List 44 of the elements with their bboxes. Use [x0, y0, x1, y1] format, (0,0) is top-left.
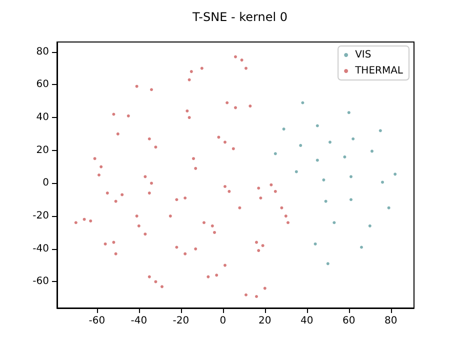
point — [347, 111, 350, 114]
point — [326, 262, 330, 266]
point — [328, 140, 332, 144]
point — [299, 144, 302, 147]
y-tick-label: -60 — [32, 276, 49, 288]
y-tick-label: 60 — [36, 79, 49, 90]
point — [301, 101, 304, 104]
point — [350, 175, 352, 178]
point — [274, 152, 277, 156]
x-tick-label: 40 — [300, 316, 314, 326]
legend-label: VIS — [355, 50, 372, 60]
point — [352, 137, 355, 140]
point — [332, 221, 336, 224]
point — [316, 158, 319, 162]
x-tick-label: 80 — [384, 316, 398, 326]
point — [360, 246, 363, 249]
point — [322, 178, 326, 182]
x-tick-label: -40 — [130, 316, 148, 326]
x-tick-label: -20 — [172, 316, 190, 326]
x-tick-label: 20 — [258, 316, 272, 326]
x-tick-label: 60 — [342, 316, 356, 326]
point — [381, 180, 384, 184]
x-tick-label: 0 — [220, 316, 226, 326]
point — [294, 170, 298, 174]
point — [316, 124, 319, 128]
point — [370, 150, 374, 153]
point — [282, 128, 286, 131]
y-tick-label: 80 — [36, 46, 49, 58]
point — [378, 129, 382, 132]
point — [394, 172, 397, 176]
point — [350, 198, 352, 202]
y-tick-label: -40 — [32, 243, 49, 254]
legend-label: THERMAL — [354, 66, 404, 76]
y-tick-label: -20 — [32, 210, 49, 222]
point — [343, 155, 346, 158]
point — [314, 242, 317, 246]
point — [387, 206, 390, 210]
y-tick-label: 20 — [36, 144, 49, 156]
y-tick-label: 0 — [42, 178, 49, 189]
y-tick-label: 40 — [36, 112, 49, 124]
point — [368, 224, 372, 228]
point — [324, 200, 328, 203]
chart-title: T-SNE - kernel 0 — [191, 10, 288, 24]
x-tick-label: -60 — [88, 316, 106, 326]
